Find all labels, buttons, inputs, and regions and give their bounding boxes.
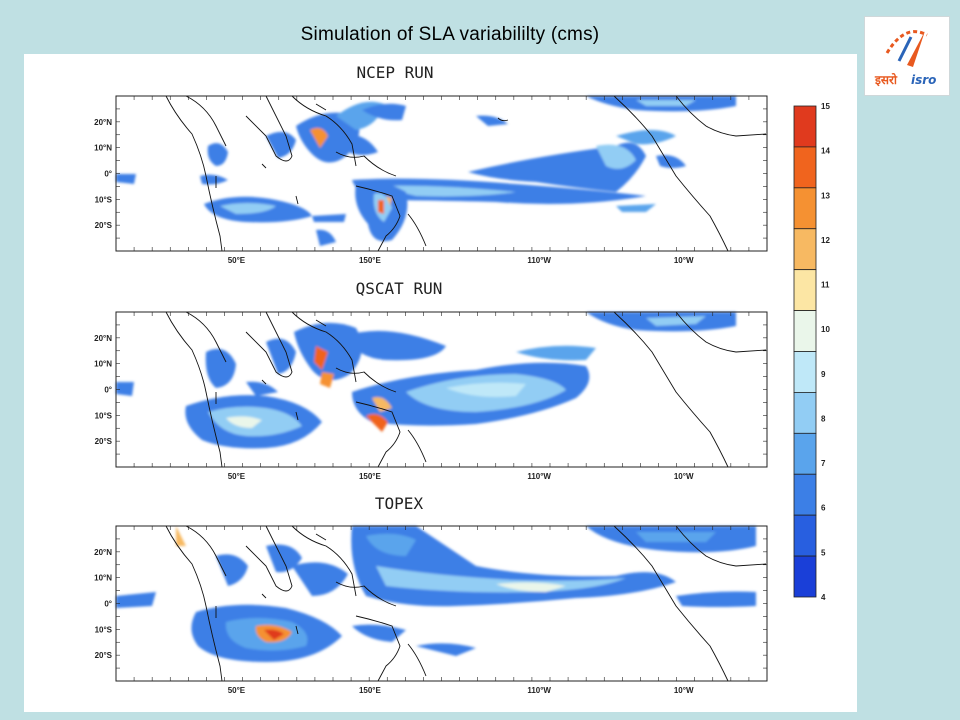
- lon-tick-label: 50°E: [228, 256, 246, 265]
- lat-tick-label: 0°: [104, 600, 112, 609]
- lon-tick-label: 50°E: [228, 472, 246, 481]
- lat-tick-label: 10°N: [94, 574, 112, 583]
- colorbar-label: 5: [821, 548, 826, 557]
- colorbar-segment: [793, 187, 817, 230]
- lon-tick-label: 150°E: [359, 472, 382, 481]
- colorbar-label: 13: [821, 191, 830, 200]
- lat-tick-label: 0°: [104, 386, 112, 395]
- lat-tick-label: 10°N: [94, 360, 112, 369]
- isro-logo: इसरो isro: [864, 16, 950, 96]
- colorbar-label: 7: [821, 459, 826, 468]
- colorbar-label: 11: [821, 281, 830, 290]
- colorbar-label: 8: [821, 414, 826, 423]
- colorbar-label: 15: [821, 102, 830, 111]
- lat-tick-label: 0°: [104, 170, 112, 179]
- colorbar-segment: [793, 351, 817, 393]
- lon-tick-label: 10°W: [674, 686, 694, 695]
- svg-text:isro: isro: [911, 73, 936, 87]
- svg-text:इसरो: इसरो: [874, 73, 898, 87]
- colorbar-label: 10: [821, 325, 830, 334]
- colorbar-label: 6: [821, 504, 826, 513]
- lat-tick-label: 20°N: [94, 118, 112, 127]
- colorbar-label: 4: [821, 593, 826, 602]
- colorbar-label: 9: [821, 370, 826, 379]
- colorbar-segment: [793, 146, 817, 189]
- lon-tick-label: 150°E: [359, 686, 382, 695]
- colorbar-segment: [793, 310, 817, 352]
- colorbar-segment: [793, 105, 817, 148]
- panel-title-qscat: QSCAT RUN: [356, 279, 443, 298]
- map-panel-topex: [115, 525, 768, 682]
- colorbar-label: 12: [821, 236, 830, 245]
- map-panel-qscat: [115, 311, 768, 468]
- map-panel-ncep: [115, 95, 768, 252]
- lat-tick-label: 10°N: [94, 144, 112, 153]
- colorbar-segment: [793, 555, 817, 598]
- colorbar-segment: [793, 514, 817, 557]
- lat-tick-label: 10°S: [95, 625, 113, 634]
- panel-title-topex: TOPEX: [375, 494, 424, 513]
- colorbar-segment: [793, 473, 817, 516]
- slide-title: Simulation of SLA variabililty (cms): [300, 24, 600, 45]
- lon-tick-label: 10°W: [674, 472, 694, 481]
- colorbar-segment: [793, 432, 817, 475]
- sla-figure: NCEP RUN QSCAT RUN TOPEX: [24, 54, 857, 712]
- lon-tick-label: 150°E: [359, 256, 382, 265]
- colorbar-label: 14: [821, 147, 830, 156]
- lat-tick-label: 20°N: [94, 334, 112, 343]
- lat-tick-label: 10°S: [95, 411, 113, 420]
- lat-tick-label: 10°S: [95, 195, 113, 204]
- colorbar-segment: [793, 392, 817, 434]
- colorbar: 15 14 13 12 11 10 9 8 7 6 5 4: [793, 102, 830, 602]
- lon-tick-label: 50°E: [228, 686, 246, 695]
- lon-tick-label: 10°W: [674, 256, 694, 265]
- lat-tick-label: 20°S: [95, 221, 113, 230]
- colorbar-segment: [793, 228, 817, 271]
- lon-tick-label: 110°W: [527, 686, 551, 695]
- lon-tick-label: 110°W: [527, 472, 551, 481]
- lat-tick-label: 20°N: [94, 548, 112, 557]
- lon-tick-label: 110°W: [527, 256, 551, 265]
- lat-tick-label: 20°S: [95, 651, 113, 660]
- lat-tick-label: 20°S: [95, 437, 113, 446]
- panel-title-ncep: NCEP RUN: [356, 63, 433, 82]
- colorbar-segment: [793, 269, 817, 311]
